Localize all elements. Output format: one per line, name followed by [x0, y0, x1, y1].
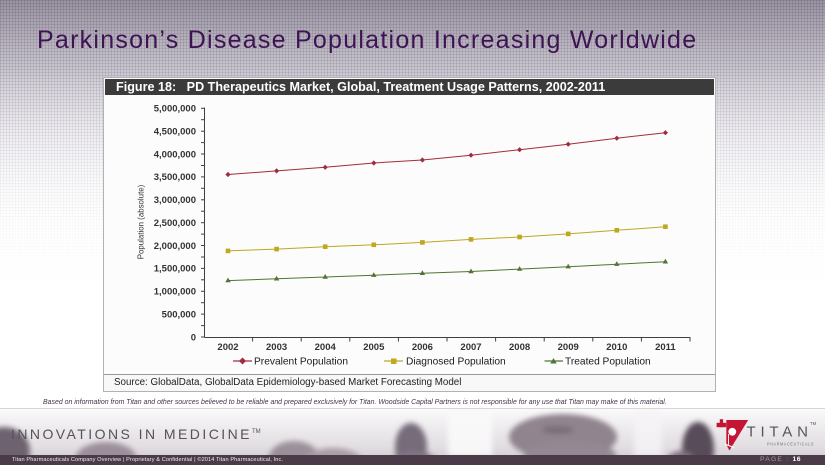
svg-text:2,000,000: 2,000,000 — [154, 241, 196, 252]
svg-text:2005: 2005 — [363, 342, 385, 353]
svg-text:2007: 2007 — [460, 342, 481, 353]
svg-text:1,500,000: 1,500,000 — [154, 264, 196, 275]
svg-text:TM: TM — [810, 421, 817, 426]
svg-text:4,500,000: 4,500,000 — [154, 126, 196, 137]
svg-text:Treated Population: Treated Population — [565, 357, 651, 368]
svg-text:2003: 2003 — [266, 342, 287, 353]
svg-text:2004: 2004 — [315, 342, 337, 353]
svg-text:Prevalent Population: Prevalent Population — [254, 357, 348, 368]
svg-text:0: 0 — [191, 332, 196, 343]
svg-text:PHARMACEUTICALS: PHARMACEUTICALS — [767, 442, 814, 447]
svg-text:2006: 2006 — [412, 342, 433, 353]
svg-text:Population (absolute): Population (absolute) — [137, 184, 146, 259]
svg-text:5,000,000: 5,000,000 — [154, 104, 196, 115]
svg-text:2011: 2011 — [655, 342, 676, 353]
svg-text:3,000,000: 3,000,000 — [154, 195, 196, 206]
svg-text:3,500,000: 3,500,000 — [154, 172, 196, 183]
svg-text:1,000,000: 1,000,000 — [154, 287, 196, 298]
svg-text:Diagnosed Population: Diagnosed Population — [406, 357, 506, 368]
svg-text:TITAN: TITAN — [747, 424, 813, 441]
svg-text:2009: 2009 — [558, 342, 579, 353]
svg-text:2010: 2010 — [606, 342, 627, 353]
svg-text:2,500,000: 2,500,000 — [154, 218, 196, 229]
svg-text:4,000,000: 4,000,000 — [154, 149, 196, 160]
svg-text:500,000: 500,000 — [162, 309, 196, 320]
svg-text:2002: 2002 — [217, 342, 238, 353]
svg-text:2008: 2008 — [509, 342, 530, 353]
